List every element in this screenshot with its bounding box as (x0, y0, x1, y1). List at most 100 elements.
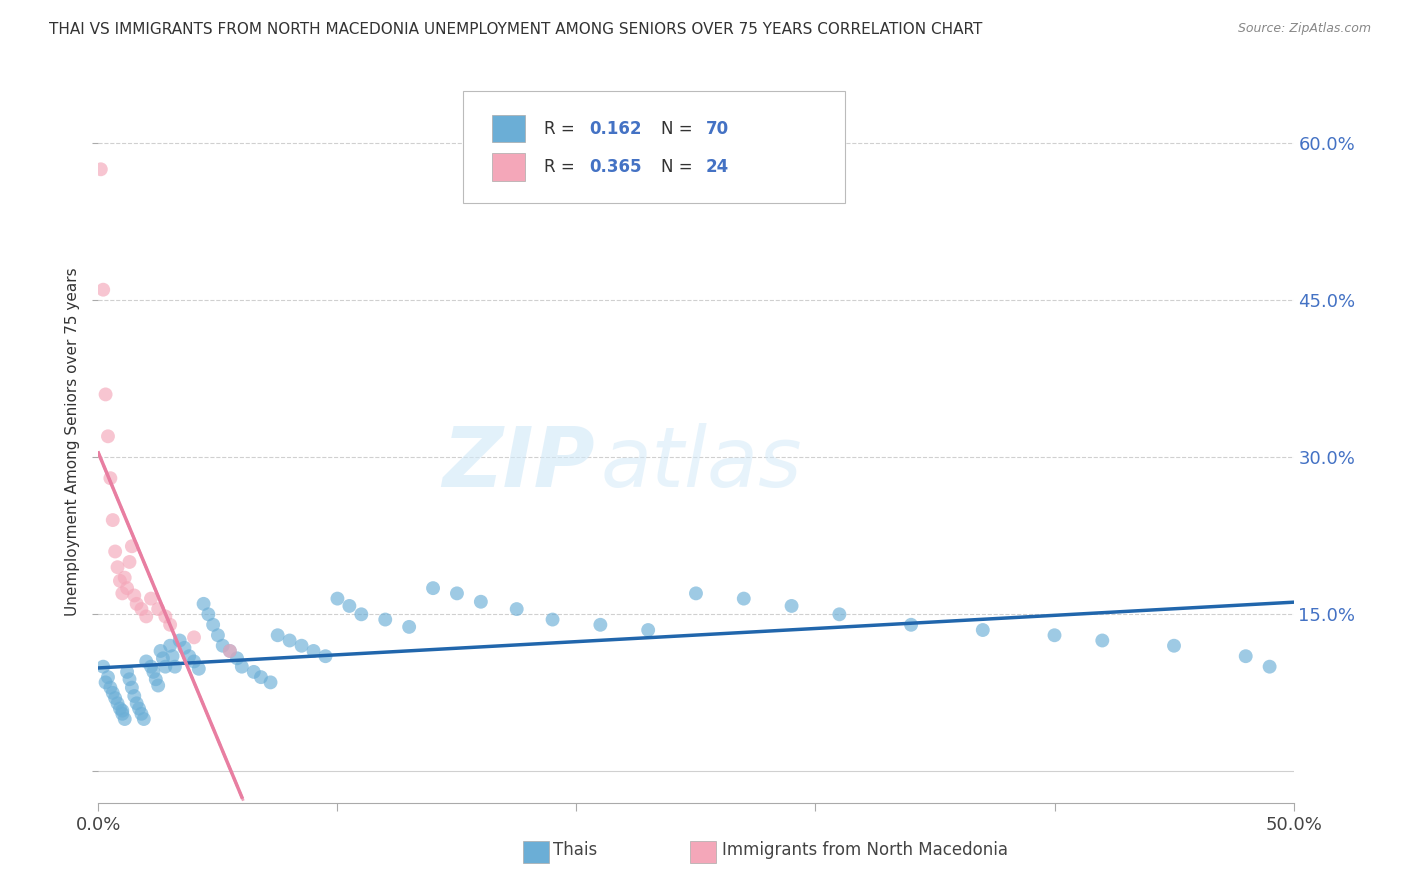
Text: Thais: Thais (553, 841, 596, 859)
Point (142, 665, 165, 679)
Point (231, 659, 253, 673)
Point (243, 665, 266, 679)
Point (350, 607, 373, 622)
Point (101, 513, 124, 527)
Point (169, 633, 191, 648)
Point (163, 659, 186, 673)
Point (125, 696, 148, 710)
Point (115, 581, 138, 595)
Point (125, 597, 148, 611)
Point (159, 639, 181, 653)
Point (1234, 649, 1257, 664)
Text: ZIP: ZIP (441, 423, 595, 504)
Point (972, 623, 994, 637)
Point (101, 686, 124, 700)
Point (219, 644, 242, 658)
Point (211, 639, 233, 653)
Point (90, 162, 112, 177)
Point (114, 571, 136, 585)
Point (94, 387, 117, 401)
Point (111, 706, 134, 721)
Point (128, 701, 150, 715)
Point (374, 613, 396, 627)
Point (315, 649, 337, 664)
Point (107, 560, 129, 574)
Bar (492, 115, 524, 143)
Point (118, 555, 141, 569)
Point (132, 712, 155, 726)
Text: R =: R = (544, 158, 581, 176)
Text: 24: 24 (706, 158, 728, 176)
Text: atlas: atlas (600, 423, 801, 504)
Point (124, 689, 146, 703)
Point (589, 617, 612, 632)
Point (108, 574, 131, 588)
Point (159, 617, 181, 632)
Point (148, 602, 170, 616)
Point (108, 701, 131, 715)
Point (135, 609, 157, 624)
Point (173, 640, 195, 655)
Point (115, 665, 138, 679)
Point (733, 591, 755, 606)
Text: Immigrants from North Macedonia: Immigrants from North Macedonia (723, 841, 1008, 859)
Point (278, 633, 301, 648)
Point (1258, 659, 1281, 673)
Point (97, 429, 120, 443)
Point (470, 595, 492, 609)
Point (685, 586, 707, 600)
Point (187, 662, 209, 676)
Point (121, 681, 143, 695)
Point (828, 607, 851, 622)
Bar (523, 841, 548, 863)
Point (422, 581, 444, 595)
Point (121, 539, 143, 553)
Point (398, 620, 420, 634)
Point (139, 659, 162, 673)
Text: N =: N = (661, 158, 699, 176)
Point (291, 639, 314, 653)
Point (506, 602, 529, 616)
Point (780, 599, 803, 613)
Text: N =: N = (661, 120, 699, 137)
Y-axis label: Unemployment Among Seniors over 75 years: Unemployment Among Seniors over 75 years (65, 268, 80, 615)
Text: THAI VS IMMIGRANTS FROM NORTH MACEDONIA UNEMPLOYMENT AMONG SENIORS OVER 75 YEARS: THAI VS IMMIGRANTS FROM NORTH MACEDONIA … (49, 22, 983, 37)
Point (91, 659, 114, 673)
Text: 70: 70 (706, 120, 728, 137)
Point (155, 659, 177, 673)
Point (250, 670, 273, 684)
Point (139, 591, 162, 606)
Point (207, 628, 229, 642)
Point (149, 644, 172, 658)
Point (1091, 633, 1114, 648)
Point (541, 613, 564, 627)
Text: R =: R = (544, 120, 581, 137)
Point (148, 679, 170, 693)
Point (155, 609, 177, 624)
Point (107, 696, 129, 710)
Point (1043, 628, 1066, 642)
Point (1163, 639, 1185, 653)
Text: Source: ZipAtlas.com: Source: ZipAtlas.com (1237, 22, 1371, 36)
Point (104, 544, 127, 558)
Point (302, 644, 325, 658)
Point (637, 623, 659, 637)
Point (131, 602, 153, 616)
Point (226, 651, 249, 665)
Point (111, 704, 134, 718)
Point (131, 706, 153, 721)
Point (267, 628, 290, 642)
Point (219, 644, 242, 658)
Point (104, 691, 127, 706)
Point (124, 589, 146, 603)
Text: 0.162: 0.162 (589, 120, 643, 137)
Point (259, 675, 281, 690)
Point (145, 672, 167, 686)
Point (193, 597, 215, 611)
Point (326, 591, 349, 606)
Point (114, 712, 136, 726)
Point (179, 649, 201, 664)
Point (94, 675, 117, 690)
Point (98, 681, 122, 695)
Point (97, 670, 120, 684)
